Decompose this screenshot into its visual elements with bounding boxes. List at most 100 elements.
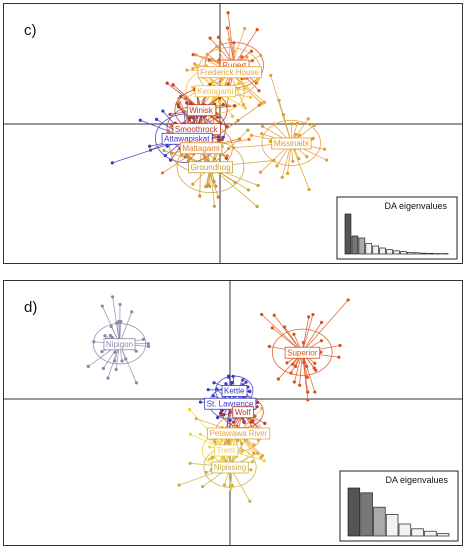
data-point (268, 139, 272, 143)
data-point (229, 487, 233, 491)
population-label: Petawawa River (210, 429, 268, 438)
data-point (241, 102, 246, 107)
data-point (194, 118, 198, 122)
eigenvalue-bar (393, 250, 400, 255)
data-point (210, 455, 214, 459)
population-label-box (188, 161, 233, 174)
data-point (212, 381, 216, 385)
eigenvalue-bar (407, 252, 414, 255)
data-point (262, 459, 266, 463)
data-point (305, 154, 309, 159)
data-point (215, 387, 219, 391)
data-point (165, 81, 169, 85)
data-point (224, 156, 228, 160)
data-point (216, 195, 220, 199)
data-point (270, 326, 274, 330)
data-point (243, 26, 247, 31)
data-point (252, 451, 256, 455)
data-point (229, 439, 234, 443)
population-label-box (194, 85, 236, 98)
data-point (229, 474, 233, 478)
data-point (171, 83, 175, 87)
data-point (230, 380, 234, 385)
data-point (337, 355, 341, 359)
population-label-box (197, 66, 262, 79)
data-point (214, 184, 218, 188)
data-point (198, 194, 202, 198)
population-label: St. Lawrence (207, 399, 254, 408)
data-point (254, 81, 259, 85)
population-label: Attawapiskat (164, 134, 210, 143)
data-point (110, 161, 114, 165)
data-point (313, 361, 317, 366)
spoke (290, 142, 310, 190)
data-point (118, 302, 122, 307)
eigenvalue-bar (372, 245, 380, 255)
population-label-box (221, 385, 248, 397)
data-point (169, 124, 173, 128)
data-point (106, 376, 110, 380)
data-point (242, 421, 246, 425)
population-label-box (186, 104, 217, 117)
data-point (226, 11, 230, 15)
data-point (191, 66, 195, 71)
data-point (243, 106, 247, 110)
population-label-box (204, 397, 257, 410)
population-label: Trent (217, 446, 236, 455)
population-label: Kettle (224, 387, 245, 396)
data-point (100, 304, 104, 308)
data-point (275, 164, 279, 168)
data-point (338, 343, 342, 348)
data-point (248, 95, 253, 99)
data-point (168, 112, 172, 116)
data-point (222, 483, 227, 487)
eigenvalue-bar (373, 506, 386, 537)
data-point (319, 320, 324, 324)
data-point (249, 420, 253, 424)
eigenvalue-bar (360, 492, 373, 537)
data-point (224, 382, 228, 386)
data-point (177, 100, 181, 105)
data-point (154, 117, 159, 121)
population-label: Superior (287, 348, 318, 357)
population-label-box (211, 461, 249, 474)
data-point (311, 312, 315, 317)
data-point (322, 147, 327, 151)
data-point (260, 132, 264, 136)
eigenvalues-title: DA eigenvalues (384, 201, 447, 211)
data-point (257, 89, 261, 93)
spoke (301, 314, 314, 353)
data-point (215, 44, 219, 49)
data-point (110, 335, 114, 339)
data-point (285, 171, 290, 175)
population-label-box (232, 406, 254, 419)
spoke (210, 166, 215, 207)
data-point (162, 148, 166, 153)
eigenvalue-bar (385, 514, 399, 537)
data-point (236, 438, 240, 443)
data-point (208, 445, 212, 449)
data-point (276, 377, 280, 381)
spoke (301, 352, 309, 393)
data-point (191, 182, 195, 186)
population-label-box (103, 338, 136, 351)
data-point (216, 115, 220, 119)
data-point (194, 64, 199, 69)
eigenvalue-bar (427, 253, 435, 255)
data-point (188, 461, 192, 465)
data-point (130, 310, 134, 314)
data-point (297, 133, 302, 137)
data-point (294, 364, 298, 369)
data-point (255, 451, 260, 455)
data-point (260, 453, 264, 458)
data-point (255, 405, 259, 409)
eigenvalue-bar (344, 213, 352, 255)
data-point (301, 340, 306, 345)
data-point (313, 390, 317, 394)
data-point (297, 156, 301, 161)
data-point (101, 366, 106, 371)
data-point (260, 124, 265, 128)
eigenvalue-bar (351, 235, 359, 255)
spoke (233, 29, 258, 66)
data-point (193, 62, 197, 66)
